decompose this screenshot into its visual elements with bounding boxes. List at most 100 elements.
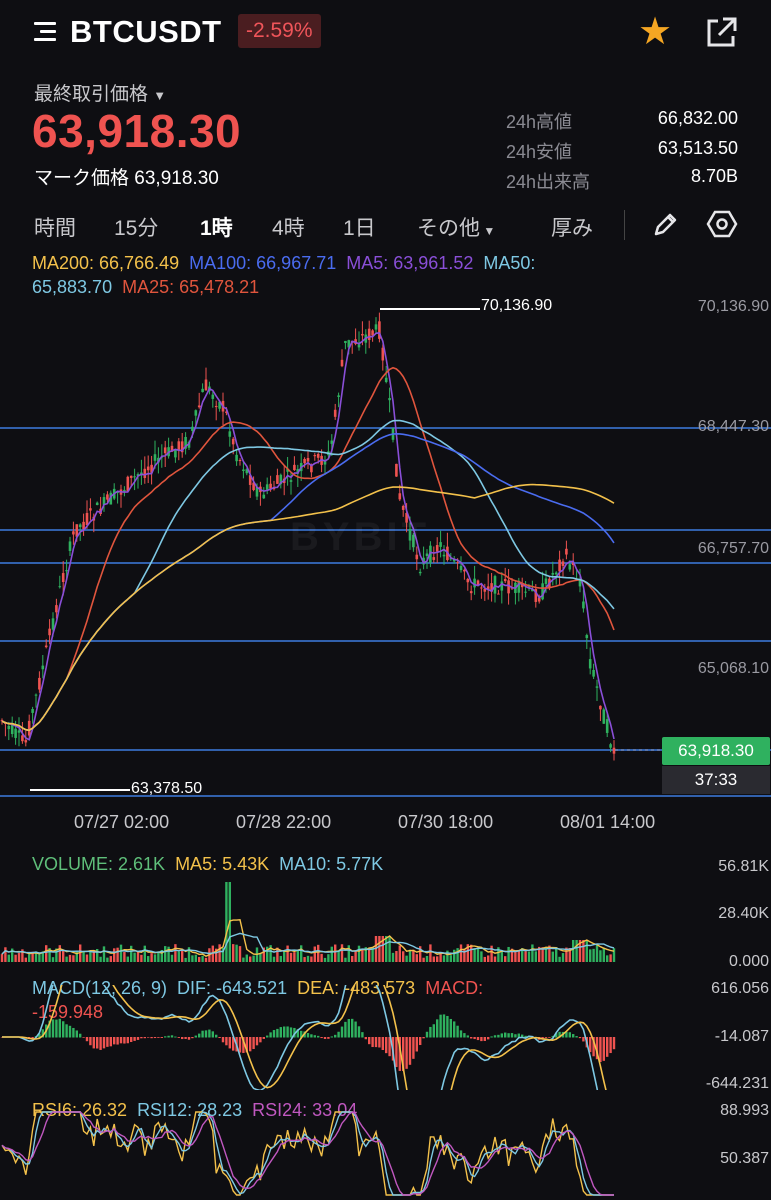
volume-bar	[385, 936, 388, 962]
candle	[507, 580, 510, 594]
symbol-title[interactable]: BTCUSDT	[70, 14, 222, 49]
candle	[612, 747, 616, 754]
macd-bar	[473, 1037, 476, 1040]
macd-bar	[446, 1015, 449, 1038]
candle	[143, 468, 147, 478]
volume-bar	[578, 940, 582, 962]
price-tick: 68,447.30	[697, 418, 769, 435]
macd-bar	[123, 1037, 126, 1044]
volume-bar	[602, 947, 605, 962]
settings-icon[interactable]	[706, 208, 738, 240]
macd-bar	[381, 1037, 384, 1051]
volume-bar	[242, 957, 245, 962]
macd-bar	[361, 1032, 364, 1038]
volume-bar	[58, 945, 61, 962]
ma25-label: MA25: 65,478.21	[122, 277, 260, 297]
volume-bar	[310, 956, 313, 962]
candle	[344, 340, 347, 343]
volume-bar	[140, 954, 143, 962]
candle	[21, 735, 24, 742]
star-icon[interactable]: ★	[638, 11, 673, 53]
macd-bar	[204, 1030, 208, 1038]
macd-bar	[436, 1019, 439, 1038]
candle	[405, 512, 408, 523]
macd-bar	[48, 1020, 51, 1038]
candle	[150, 464, 153, 473]
volume-bar	[170, 954, 174, 962]
candlestick-chart[interactable]	[0, 300, 771, 805]
candle	[500, 581, 504, 591]
volume-bar	[164, 946, 167, 962]
candle	[449, 558, 453, 560]
volume-bar	[272, 956, 276, 962]
candle	[582, 601, 585, 609]
timeframe-toolbar: 時間 15分 1時 4時 1日 その他 ▼ 厚み	[0, 200, 771, 248]
volume-bar	[497, 947, 500, 962]
pencil-icon[interactable]	[650, 210, 680, 240]
mark-price: マーク価格 63,918.30	[34, 168, 219, 189]
candle	[75, 524, 79, 537]
macd-bar	[170, 1035, 174, 1038]
stat-24h-high-value: 66,832.00	[657, 108, 738, 128]
macd-bar	[340, 1026, 344, 1038]
macd-bar	[130, 1037, 133, 1043]
tab-1d[interactable]: 1日	[343, 217, 376, 240]
candle	[432, 557, 436, 560]
volume-bar	[609, 954, 612, 962]
macd-bar	[194, 1035, 197, 1038]
price-tick: 70,136.90	[697, 298, 769, 315]
volume-bar	[218, 944, 221, 962]
volume-bar	[181, 948, 184, 962]
tab-15m[interactable]: 15分	[114, 217, 159, 240]
time-tick: 07/27 02:00	[74, 812, 170, 832]
tab-4h[interactable]: 4時	[272, 217, 305, 240]
volume-bar	[612, 948, 616, 962]
candle	[61, 573, 65, 582]
macd-bar	[62, 1021, 65, 1038]
price-tick: 65,068.10	[697, 660, 769, 677]
tab-time[interactable]: 時間	[34, 217, 76, 240]
rsi-chart	[1, 1111, 614, 1196]
candle	[384, 377, 388, 383]
external-link-icon[interactable]	[703, 15, 739, 51]
candle	[398, 493, 402, 500]
volume-bar	[204, 957, 208, 962]
candle	[588, 659, 592, 669]
volume-bar	[174, 944, 177, 962]
macd-bar	[548, 1037, 551, 1038]
candle	[242, 469, 245, 471]
macd-bar	[330, 1036, 333, 1038]
ma-legend: MA200: 66,766.49 MA100: 66,967.71 MA5: 63,…	[32, 251, 612, 299]
volume-bar	[249, 956, 252, 962]
tab-depth[interactable]: 厚み	[551, 217, 593, 240]
candle	[204, 379, 208, 391]
time-tick: 07/30 18:00	[398, 812, 494, 832]
candle	[425, 553, 429, 556]
macd-bar	[364, 1037, 367, 1040]
volume-bar	[473, 948, 476, 962]
volume-bar	[510, 948, 514, 962]
volume-ma10-label: MA10: 5.77K	[279, 854, 384, 874]
macd-bar	[347, 1019, 350, 1038]
candle	[265, 484, 269, 490]
candle	[456, 562, 459, 564]
macd-bar	[463, 1033, 466, 1038]
tab-more[interactable]: その他 ▼	[417, 217, 496, 240]
last-price-label[interactable]: 最終取引価格 ▼	[34, 84, 167, 105]
macd-bar	[487, 1037, 490, 1040]
macd-bar	[378, 1037, 381, 1048]
candle	[109, 492, 113, 505]
volume-bar	[432, 956, 435, 962]
menu-icon[interactable]	[34, 20, 56, 42]
candle	[34, 694, 38, 696]
volume-bar	[395, 950, 398, 962]
volume-bar	[211, 945, 214, 962]
macd-bar	[558, 1031, 561, 1038]
volume-bar	[565, 947, 568, 962]
volume-bar	[109, 956, 112, 962]
macd-bar	[313, 1035, 316, 1038]
macd-bar	[79, 1033, 82, 1038]
tab-1h[interactable]: 1時	[200, 217, 233, 240]
candle	[78, 524, 82, 528]
macd-bar	[388, 1037, 391, 1057]
